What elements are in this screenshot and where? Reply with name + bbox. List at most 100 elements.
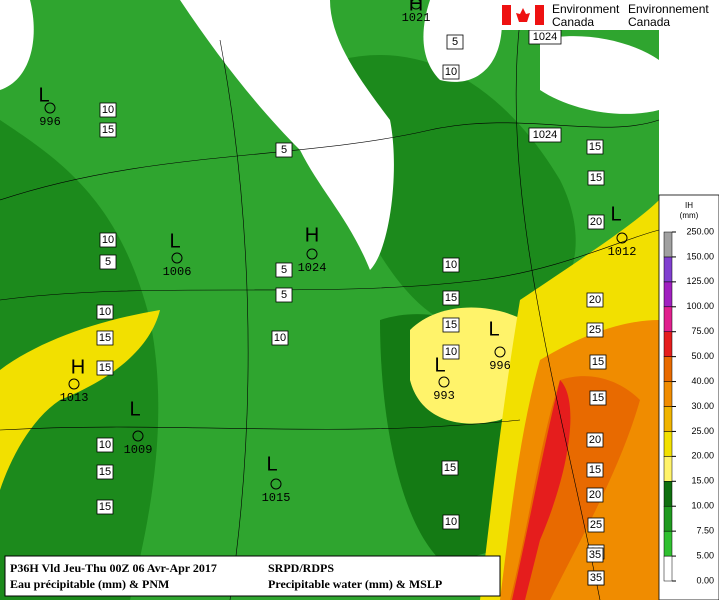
contour-label-box — [442, 514, 460, 530]
pressure-value: 1024 — [298, 261, 327, 275]
contour-label: 5 — [281, 289, 287, 301]
contour-label-box — [586, 139, 604, 155]
contour-label-box — [586, 322, 604, 338]
contour-label-box — [441, 460, 459, 476]
pressure-marker — [494, 346, 506, 358]
legend-label: 125.00 — [686, 276, 714, 286]
contour-label: 10 — [99, 306, 111, 318]
legend: 0.00 5.00 7.50 10.00 15.00 20.00 25.00 30.00 40.… — [663, 226, 714, 585]
legend-label: 250.00 — [686, 226, 714, 236]
isobar-label: 1024 — [533, 31, 557, 43]
contour-label: 5 — [452, 36, 458, 48]
legend-swatch — [663, 356, 673, 382]
pressure-symbol: H — [409, 0, 423, 15]
contour-label: 15 — [589, 464, 601, 476]
pressure-symbol: L — [129, 398, 140, 420]
contour-label-box — [589, 354, 607, 370]
contour-label-box — [586, 462, 604, 478]
contour-label: 15 — [99, 466, 111, 478]
contour-label: 35 — [589, 549, 601, 561]
legend-swatch — [663, 481, 673, 507]
legend-swatch — [663, 381, 673, 407]
contour-label-box — [96, 437, 114, 453]
legend-swatch — [663, 331, 673, 357]
pressure-marker — [410, 0, 422, 10]
contour-label: 5 — [281, 144, 287, 156]
contour-label: 10 — [102, 104, 114, 116]
contour-label: 25 — [589, 324, 601, 336]
contour-label-box — [442, 257, 460, 273]
contour-label-box — [275, 142, 293, 158]
legend-label: 50.00 — [691, 351, 714, 361]
contour-label: 10 — [445, 346, 457, 358]
legend-label: 40.00 — [691, 376, 714, 386]
contour-label: 10 — [99, 439, 111, 451]
legend-label: 25.00 — [691, 426, 714, 436]
contour-label-box — [271, 330, 289, 346]
contour-label-box — [586, 547, 604, 563]
legend-label: 10.00 — [691, 501, 714, 511]
pressure-marker — [171, 252, 183, 264]
contour-label: 15 — [99, 362, 111, 374]
contour-label-box — [96, 330, 114, 346]
isobar-label: 1024 — [533, 129, 557, 141]
flag-leaf — [516, 8, 530, 22]
legend-unit: (mm) — [680, 211, 699, 220]
contour-label: 10 — [102, 234, 114, 246]
footer-text: SRPD/RDPS — [268, 561, 334, 575]
contour-label-box — [586, 432, 604, 448]
pressure-marker — [616, 232, 628, 244]
pressure-symbol: L — [488, 318, 499, 340]
pressure-value: 993 — [433, 389, 455, 403]
pressure-symbol: H — [71, 356, 85, 378]
legend-label: 5.00 — [696, 550, 714, 560]
flag-bar — [502, 5, 511, 25]
contour-label-box — [99, 232, 117, 248]
pressure-value: 996 — [489, 359, 511, 373]
logo-text: Canada — [628, 15, 670, 29]
pressure-value: 1021 — [402, 11, 431, 25]
legend-swatch — [663, 431, 673, 457]
legend-swatch — [663, 456, 673, 482]
logo-text: Canada — [552, 15, 594, 29]
contour-label: 10 — [274, 332, 286, 344]
pressure-symbol: H — [305, 224, 319, 246]
contour-label: 20 — [589, 489, 601, 501]
contour-label: 20 — [589, 434, 601, 446]
map-fields — [0, 0, 660, 601]
contour-label-box — [96, 360, 114, 376]
legend-swatch — [663, 281, 673, 308]
legend-title: IH — [685, 201, 693, 210]
contour-label: 5 — [105, 256, 111, 268]
contour-label: 5 — [281, 264, 287, 276]
pressure-marker — [270, 478, 282, 490]
footer-text: P36H Vld Jeu-Thu 00Z 06 Avr-Apr 2017 — [10, 561, 217, 575]
contour-label-box — [96, 304, 114, 320]
contour-label: 15 — [102, 124, 114, 136]
isobar-label-box — [528, 127, 562, 143]
pressure-symbol: L — [434, 354, 445, 376]
contour-label: 10 — [445, 259, 457, 271]
pressure-marker — [306, 248, 318, 260]
contour-label-box — [587, 570, 605, 586]
logo-text: Environment — [552, 2, 620, 16]
pressure-marker — [68, 378, 80, 390]
pressure-value: 1009 — [124, 443, 153, 457]
pressure-marker — [132, 430, 144, 442]
contour-label-box — [275, 287, 293, 303]
contour-label: 15 — [592, 356, 604, 368]
pressure-symbol: L — [610, 203, 621, 225]
legend-label: 15.00 — [691, 476, 714, 486]
contour-label: 15 — [589, 141, 601, 153]
contour-label-box — [587, 214, 605, 230]
legend-swatch — [663, 406, 673, 432]
legend-swatch — [663, 505, 673, 532]
contour-label: 10 — [445, 516, 457, 528]
contour-label: 10 — [445, 66, 457, 78]
footer-panel — [4, 555, 501, 597]
contour-label-box — [99, 102, 117, 118]
contour-label-box — [96, 464, 114, 480]
legend-swatch — [663, 555, 673, 582]
contour-label-box — [99, 254, 117, 270]
contour-label: 35 — [590, 572, 602, 584]
